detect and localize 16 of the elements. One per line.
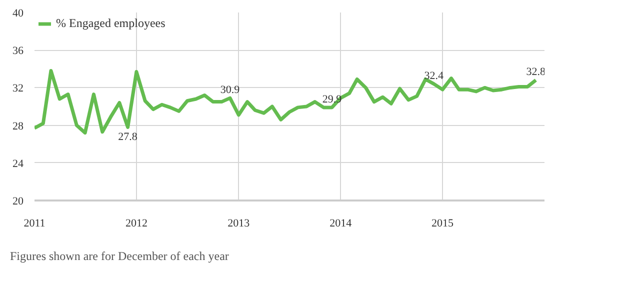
x-tick-label: 2011 (24, 218, 46, 230)
legend-label: % Engaged employees (56, 16, 166, 31)
annotation: 30.9 (220, 84, 240, 96)
x-tick-label: 2015 (432, 218, 454, 230)
y-tick-label: 28 (12, 120, 24, 132)
y-tick-label: 20 (12, 196, 24, 208)
y-tick-label: 24 (12, 158, 24, 170)
y-tick-label: 36 (12, 45, 24, 58)
x-tick-label: 2014 (330, 218, 352, 230)
annotation: 32.4 (424, 70, 444, 82)
y-tick-label: 32 (12, 82, 24, 95)
x-tick-label: 2012 (125, 218, 148, 230)
x-tick-label: 2013 (228, 218, 250, 230)
y-tick-label: 40 (12, 8, 24, 20)
text: Figures shown are for December of each year (10, 248, 229, 265)
annotation: 27.8 (118, 131, 138, 144)
